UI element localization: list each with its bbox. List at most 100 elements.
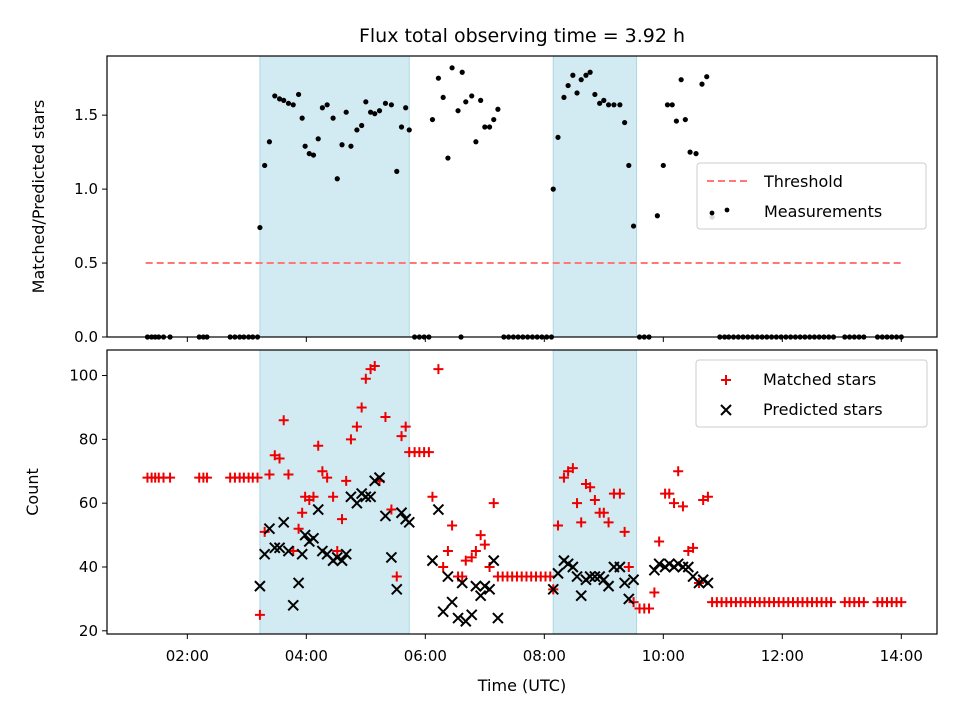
- predicted-star-marker: [426, 554, 439, 567]
- matched-star-marker: [466, 552, 477, 563]
- measurement-point: [262, 162, 268, 169]
- matched-star-marker: [369, 360, 380, 371]
- counts-y-ticks: 20 40 60 80 100: [69, 367, 107, 640]
- measurement-point: [669, 102, 675, 108]
- predicted-star-marker: [571, 570, 583, 583]
- legend-threshold-label: Threshold: [763, 172, 843, 191]
- measurement-point: [682, 116, 688, 123]
- measurement-point: [388, 102, 395, 108]
- predicted-star-marker: [584, 570, 596, 583]
- predicted-star-marker: [269, 542, 281, 554]
- predicted-star-marker: [360, 491, 372, 503]
- predicted-star-marker: [677, 561, 689, 573]
- matched-star-marker: [623, 561, 634, 572]
- matched-star-marker: [313, 440, 324, 451]
- legend-box: [696, 162, 927, 230]
- measurement-point: [678, 77, 684, 83]
- measurement-point: [376, 108, 383, 114]
- measurement-point: [354, 127, 360, 133]
- matched-star-marker: [396, 431, 407, 442]
- measurement-point: [664, 102, 671, 108]
- measurement-point: [482, 124, 488, 130]
- predicted-star-marker: [296, 548, 308, 560]
- predicted-star-marker: [391, 583, 403, 596]
- measurement-point: [693, 151, 699, 157]
- predicted-star-marker: [648, 564, 661, 576]
- measurement-point: [306, 151, 312, 157]
- matched-star-marker: [567, 463, 578, 474]
- matched-star-marker: [297, 507, 308, 518]
- measurement-point: [319, 105, 325, 111]
- matched-star-marker: [664, 488, 675, 499]
- matched-star-marker: [552, 520, 563, 531]
- measurement-point: [295, 91, 302, 98]
- predicted-star-marker: [432, 503, 445, 516]
- predicted-star-marker: [340, 548, 352, 560]
- counts-plot-frame: [106, 349, 938, 635]
- x-axis-label: Time (UTC): [477, 676, 566, 695]
- matched-star-marker: [673, 466, 684, 477]
- matched-star-marker: [427, 491, 438, 502]
- predicted-star-marker: [336, 554, 348, 567]
- measurement-point: [578, 77, 584, 83]
- measurement-point: [455, 108, 461, 114]
- ratio-y-axis-label: Matched/Predicted stars: [29, 100, 48, 294]
- measurement-point: [583, 72, 589, 78]
- observing-window-band: [552, 349, 638, 635]
- ratio-panel: 0.0 0.5 1.0 1.5 Matched/Predicted stars Thr…: [29, 55, 938, 346]
- matched-star-marker: [433, 364, 444, 375]
- matched-star-marker: [360, 373, 371, 384]
- matched-star-marker: [457, 571, 468, 582]
- predicted-star-marker: [452, 612, 464, 624]
- predicted-star-marker: [254, 580, 266, 592]
- measurement-point: [660, 162, 666, 169]
- matched-star-marker: [572, 498, 583, 509]
- measurement-point: [601, 97, 607, 103]
- matched-star-marker: [345, 434, 356, 445]
- measurement-point: [611, 102, 617, 108]
- ratio-y-ticks: 0.0 0.5 1.0 1.5: [74, 106, 107, 346]
- matched-star-marker: [826, 597, 837, 608]
- measurement-point: [266, 139, 273, 145]
- measurement-point: [310, 152, 317, 158]
- matched-star-marker: [308, 491, 319, 502]
- legend-predicted-marker: [720, 404, 732, 416]
- measurement-point: [359, 122, 365, 129]
- predicted-star-marker: [492, 612, 504, 624]
- measurement-point: [699, 81, 705, 87]
- measurement-point: [330, 115, 336, 121]
- predicted-star-marker: [312, 503, 324, 516]
- y-tick-label: 1.5: [74, 106, 98, 124]
- predicted-star-marker: [287, 599, 299, 611]
- measurement-point: [570, 72, 576, 78]
- matched-star-marker: [669, 498, 680, 509]
- predicted-star-marker: [437, 605, 449, 618]
- measurement-point: [290, 102, 296, 108]
- matched-star-marker: [283, 469, 294, 480]
- measurement-point: [394, 168, 400, 174]
- predicted-star-marker: [442, 570, 454, 583]
- measurement-point: [630, 223, 637, 229]
- matched-star-marker: [598, 507, 609, 518]
- observing-window-band: [259, 55, 410, 338]
- matched-star-marker: [254, 609, 265, 620]
- matched-star-marker: [589, 494, 600, 505]
- predicted-star-marker: [567, 561, 579, 573]
- predicted-star-marker: [627, 574, 640, 586]
- matched-star-marker: [644, 603, 655, 614]
- matched-star-marker: [201, 472, 212, 483]
- ratio-plot-frame: [106, 55, 938, 338]
- predicted-star-marker: [379, 510, 392, 522]
- x-tick-label: 14:00: [880, 647, 923, 665]
- y-tick-label: 0.5: [74, 254, 98, 272]
- ratio-x-ticks: [186, 337, 902, 342]
- x-tick-label: 02:00: [166, 647, 209, 665]
- matched-star-marker: [475, 530, 486, 541]
- measurement-point: [285, 100, 292, 106]
- measurement-point: [445, 155, 451, 161]
- matched-star-marker: [438, 561, 449, 572]
- legend-matched-label: Matched stars: [763, 370, 876, 389]
- predicted-star-marker: [364, 491, 377, 503]
- observing-windows: [259, 349, 638, 635]
